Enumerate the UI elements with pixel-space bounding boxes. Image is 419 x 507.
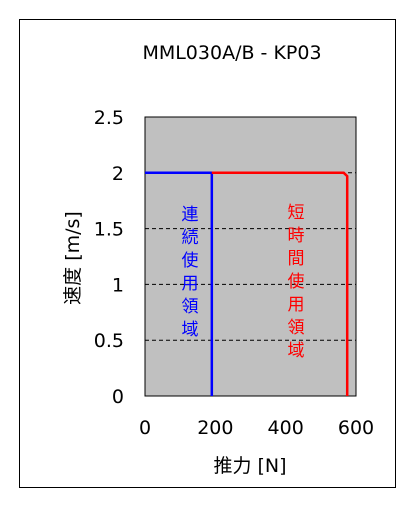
y-tick-label-0: 0	[112, 386, 124, 408]
chart-title: MML030A/B - KP03	[142, 42, 321, 64]
region-label-0: 連続使用領域	[182, 205, 199, 340]
x-axis-label: 推力 [N]	[213, 455, 286, 477]
x-tick-label-2: 400	[268, 417, 304, 439]
region-label-1: 短時間使用領域	[288, 203, 305, 361]
x-tick-label-3: 600	[338, 417, 374, 439]
y-tick-labels: 0 0.5 1 1.5 2 2.5	[94, 107, 124, 408]
series-group	[145, 171, 349, 396]
y-axis-label: 速度 [m/s]	[62, 211, 84, 305]
y-tick-label-5: 2.5	[94, 107, 124, 129]
x-tick-label-1: 200	[197, 417, 233, 439]
series-line-1	[211, 171, 349, 396]
y-tick-label-1: 0.5	[94, 330, 124, 352]
x-tick-labels: 0 200 400 600	[139, 417, 374, 439]
y-tick-label-3: 1.5	[94, 219, 124, 241]
x-tick-label-0: 0	[139, 417, 151, 439]
region-labels: 連続使用領域 短時間使用領域	[182, 203, 305, 361]
plot-area	[144, 116, 357, 397]
y-tick-label-2: 1	[112, 274, 124, 296]
y-tick-label-4: 2	[112, 163, 124, 185]
